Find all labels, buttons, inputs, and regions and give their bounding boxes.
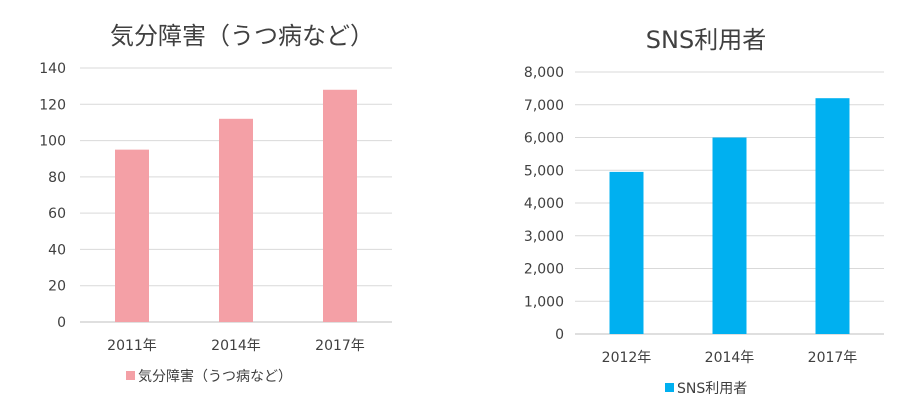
x-category-label: 2014年 (211, 338, 261, 354)
x-category-label: 2017年 (808, 350, 858, 366)
y-tick-label: 5,000 (524, 163, 564, 179)
legend-swatch (126, 371, 135, 380)
bar (815, 98, 850, 334)
y-tick-label: 6,000 (524, 131, 564, 147)
y-tick-label: 120 (39, 97, 66, 113)
y-tick-label: 7,000 (524, 98, 564, 114)
x-category-label: 2011年 (107, 338, 157, 354)
y-tick-label: 0 (57, 315, 66, 331)
x-category-label: 2014年 (705, 350, 755, 366)
legend-label: 気分障害（うつ病など） (138, 369, 292, 385)
y-tick-label: 8,000 (524, 65, 564, 81)
y-tick-label: 4,000 (524, 196, 564, 212)
x-category-label: 2017年 (315, 338, 365, 354)
y-tick-label: 140 (39, 61, 66, 77)
bar (609, 171, 644, 334)
bar (712, 137, 747, 334)
y-tick-label: 3,000 (524, 229, 564, 245)
y-tick-label: 20 (48, 279, 66, 295)
bar (219, 118, 253, 322)
chart-title: 気分障害（うつ病など） (110, 22, 374, 50)
chart-mood-disorder: 気分障害（うつ病など） 0 20 40 60 80 100 120 140 2011年 2014年 2… (39, 22, 392, 385)
y-tick-label: 60 (48, 206, 66, 222)
y-tick-label: 40 (48, 242, 66, 258)
y-tick-label: 0 (555, 327, 564, 343)
chart-sns-users: SNS利用者 0 1,000 2,000 3,000 4,000 5,000 6,000 7,0… (524, 26, 884, 397)
y-tick-label: 1,000 (524, 294, 564, 310)
legend-swatch (665, 383, 674, 392)
y-tick-label: 80 (48, 170, 66, 186)
y-tick-label: 2,000 (524, 262, 564, 278)
x-category-label: 2012年 (602, 350, 652, 366)
legend-label: SNS利用者 (677, 381, 747, 397)
y-tick-label: 100 (39, 134, 66, 150)
chart-title: SNS利用者 (646, 26, 766, 54)
bar (323, 89, 357, 323)
bar (115, 149, 149, 322)
